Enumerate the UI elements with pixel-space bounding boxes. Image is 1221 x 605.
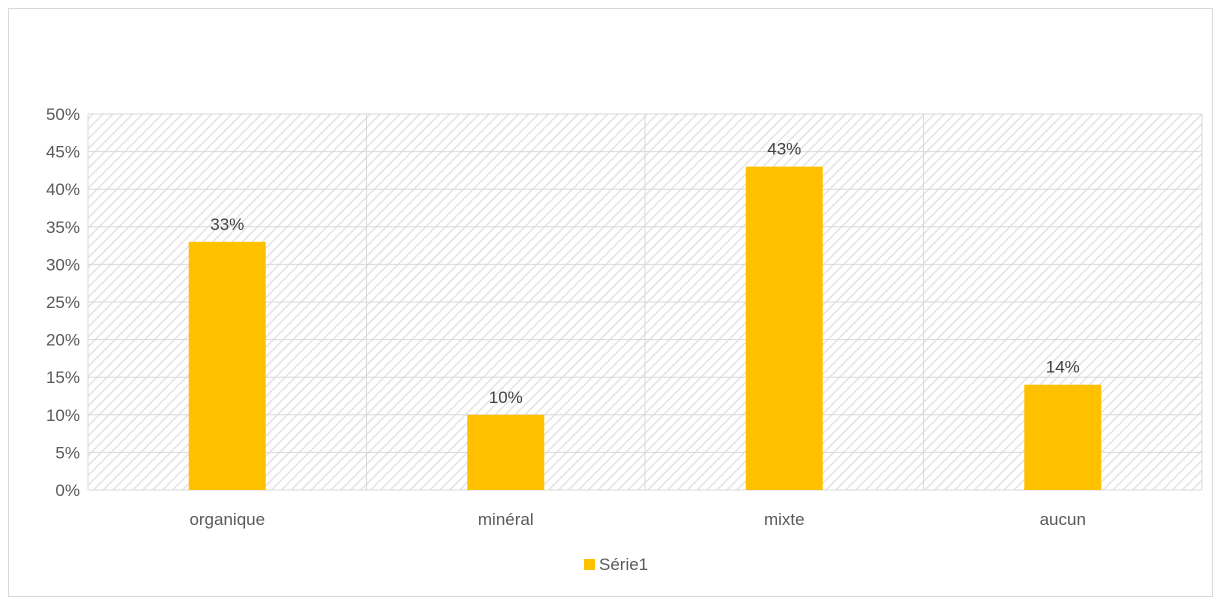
data-labels: 33% 10% 43% 14% bbox=[210, 140, 1080, 407]
gridlines bbox=[87, 113, 1203, 490]
chart-frame: 0% 5% 10% 15% 20% 25% 30% 35% 40% 45% 50% organique… bbox=[8, 8, 1213, 597]
data-label: 43% bbox=[767, 140, 801, 159]
bar bbox=[1024, 384, 1102, 490]
bars bbox=[188, 166, 1102, 490]
legend-swatch bbox=[584, 559, 595, 570]
bar bbox=[467, 414, 545, 490]
data-label: 33% bbox=[210, 215, 244, 234]
legend: Série1 bbox=[584, 555, 648, 574]
y-tick-label: 25% bbox=[46, 293, 80, 312]
data-label: 10% bbox=[489, 388, 523, 407]
y-tick-label: 30% bbox=[46, 255, 80, 274]
y-tick-label: 5% bbox=[55, 443, 80, 462]
y-tick-label: 45% bbox=[46, 143, 80, 162]
bar bbox=[745, 166, 823, 490]
y-tick-label: 35% bbox=[46, 218, 80, 237]
y-tick-label: 20% bbox=[46, 331, 80, 350]
x-tick-label: mixte bbox=[764, 510, 805, 529]
x-tick-label: aucun bbox=[1040, 510, 1086, 529]
y-tick-label: 15% bbox=[46, 368, 80, 387]
x-tick-label: organique bbox=[189, 510, 265, 529]
y-tick-label: 50% bbox=[46, 105, 80, 124]
y-tick-label: 40% bbox=[46, 180, 80, 199]
bar bbox=[188, 241, 266, 490]
x-tick-label: minéral bbox=[478, 510, 534, 529]
data-label: 14% bbox=[1046, 358, 1080, 377]
y-tick-label: 10% bbox=[46, 406, 80, 425]
bar-chart: 0% 5% 10% 15% 20% 25% 30% 35% 40% 45% 50% organique… bbox=[46, 105, 1203, 574]
legend-label: Série1 bbox=[599, 555, 648, 574]
y-tick-label: 0% bbox=[55, 481, 80, 500]
axes: 0% 5% 10% 15% 20% 25% 30% 35% 40% 45% 50% organique… bbox=[46, 105, 1202, 529]
